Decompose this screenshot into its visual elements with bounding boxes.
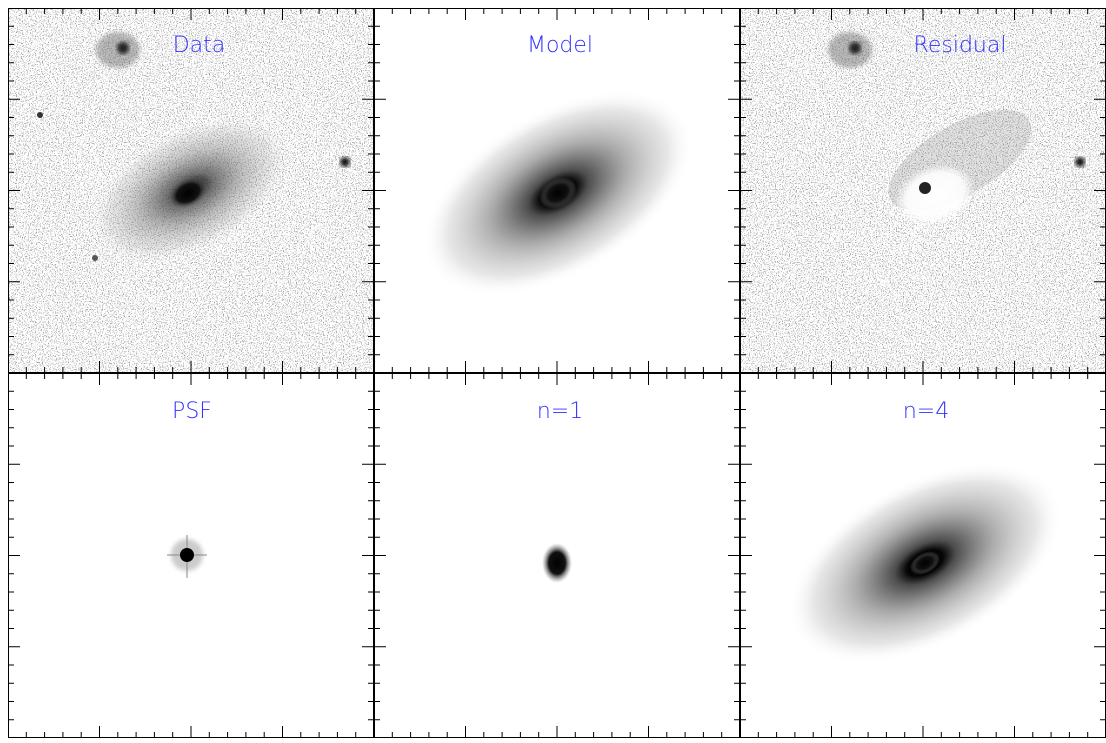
model-image (387, 47, 729, 339)
figure: Data Model Residual PSF n=1 n=4 (0, 0, 1106, 739)
n1-image (542, 543, 572, 583)
panel-title: Data (173, 33, 226, 58)
panel-title: Model (527, 33, 593, 58)
psf-image (167, 535, 207, 578)
residual-image (740, 8, 1106, 373)
panel-title: Residual (914, 33, 1007, 58)
panel-title: n=1 (537, 399, 583, 424)
panel-title: n=4 (903, 399, 949, 424)
page: Data Model Residual PSF n=1 n=4 (() => {… (0, 0, 1106, 739)
panel-title: PSF (172, 399, 212, 424)
n4-image (754, 420, 1096, 706)
data-image (8, 8, 374, 373)
